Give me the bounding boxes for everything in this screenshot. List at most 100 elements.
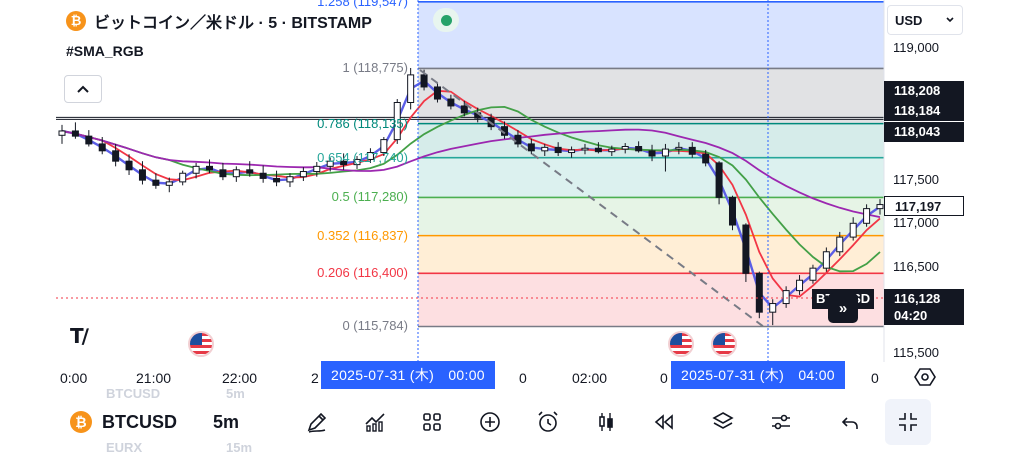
candle-body (393, 101, 401, 141)
candle (594, 142, 602, 154)
candle (58, 124, 66, 144)
x-tick: 22:00 (222, 370, 258, 386)
candle (822, 247, 830, 272)
candle (514, 130, 522, 148)
y-tick: 117,500 (893, 172, 940, 187)
candle-body (863, 208, 871, 224)
layers-icon[interactable] (705, 404, 741, 440)
fib-level-label: 0.352 (116,837) (317, 227, 408, 243)
candle-body (98, 143, 106, 152)
collapse-legend-button[interactable] (64, 75, 102, 103)
fib-level-label: 0 (115,784) (342, 318, 408, 334)
candle (541, 143, 549, 156)
chart-title: ビットコイン／米ドル · 5 · BITSTAMP (94, 15, 372, 32)
candles-icon[interactable] (588, 404, 624, 440)
time-cursor-end-badge[interactable]: 2025-07-31 (木) 04:00 (671, 361, 845, 389)
candle (554, 142, 562, 156)
pen-icon[interactable] (299, 404, 335, 440)
candle-body (460, 105, 468, 114)
candle-body (246, 169, 254, 174)
settings-sliders-icon[interactable] (763, 404, 799, 440)
axis-settings-icon[interactable] (914, 366, 936, 388)
candle-body (796, 279, 804, 292)
candle (433, 83, 441, 103)
y-tick: 119,000 (893, 40, 940, 55)
replay-icon[interactable] (646, 404, 682, 440)
collapse-icon[interactable] (885, 399, 931, 445)
candle (286, 173, 294, 188)
x-tick: 0:00 (60, 370, 88, 386)
y-tick: 117,000 (893, 215, 940, 230)
candle-body (112, 150, 120, 162)
indicator-label[interactable]: #SMA_RGB (66, 43, 144, 59)
candle (635, 141, 643, 153)
candle (742, 223, 750, 282)
candle (715, 161, 723, 205)
candle (259, 165, 267, 183)
us-flag-event-icon[interactable] (711, 331, 737, 357)
price-tag-high-a: 118,208 (884, 81, 964, 101)
candle-body (688, 146, 696, 155)
candle (219, 162, 227, 181)
candle (688, 142, 696, 158)
candle-body (232, 169, 240, 178)
symbol-name: BTCUSD (102, 411, 177, 432)
add-icon[interactable] (472, 404, 508, 440)
x-tick: 21:00 (136, 370, 172, 386)
templates-icon[interactable] (414, 404, 450, 440)
market-status-icon[interactable] (433, 8, 459, 32)
candle-body (876, 204, 884, 210)
candle (849, 217, 857, 241)
candle-body (554, 146, 562, 154)
indicators-icon[interactable] (357, 404, 393, 440)
candle (876, 199, 884, 215)
candle-body (326, 160, 334, 167)
candle (782, 286, 790, 308)
time-cursor-start-badge[interactable]: 2025-07-31 (木) 00:00 (321, 361, 495, 389)
fib-zone (418, 197, 884, 236)
candle-body (742, 224, 750, 274)
y-tick: 115,500 (893, 345, 940, 360)
candle-body (635, 146, 643, 152)
us-flag-event-icon[interactable] (668, 331, 694, 357)
candle (769, 299, 777, 326)
candle-body (313, 165, 321, 173)
candle (353, 155, 361, 169)
tradingview-logo-icon: T∕ (70, 324, 89, 348)
fib-level-label: 0.206 (116,400) (317, 265, 408, 281)
candle-body (85, 135, 93, 145)
chart-title-bar[interactable]: ₿ ビットコイン／米ドル · 5 · BITSTAMP (66, 9, 376, 33)
bitcoin-icon: ₿ (66, 11, 86, 31)
scroll-to-realtime-button[interactable]: » (828, 293, 858, 323)
candle-body (138, 169, 146, 181)
candle-body (541, 146, 549, 152)
candle (447, 94, 455, 110)
candle (192, 162, 200, 179)
candle-body (514, 134, 522, 145)
candle (98, 137, 106, 155)
fib-zone (418, 1, 884, 69)
candle (608, 145, 616, 156)
alarm-icon[interactable] (530, 404, 566, 440)
candle (796, 275, 804, 295)
candle (85, 130, 93, 147)
fib-trend-line (419, 69, 769, 331)
candle (809, 264, 817, 284)
interval-selector[interactable]: 5m (213, 411, 240, 432)
candle (863, 204, 871, 227)
candle (728, 195, 736, 231)
candle (112, 143, 120, 167)
candle-body (836, 236, 844, 253)
us-flag-event-icon[interactable] (188, 331, 214, 357)
candle-body (715, 162, 723, 198)
candle (380, 137, 388, 156)
candle (138, 161, 146, 185)
candle (232, 166, 240, 182)
symbol-selector[interactable]: ₿ BTCUSD (70, 411, 177, 433)
undo-icon[interactable] (832, 404, 868, 440)
candle (661, 143, 669, 172)
price-tag-current: 117,197 (884, 196, 964, 216)
currency-select[interactable]: USD (887, 5, 963, 35)
candle-body (206, 165, 214, 171)
